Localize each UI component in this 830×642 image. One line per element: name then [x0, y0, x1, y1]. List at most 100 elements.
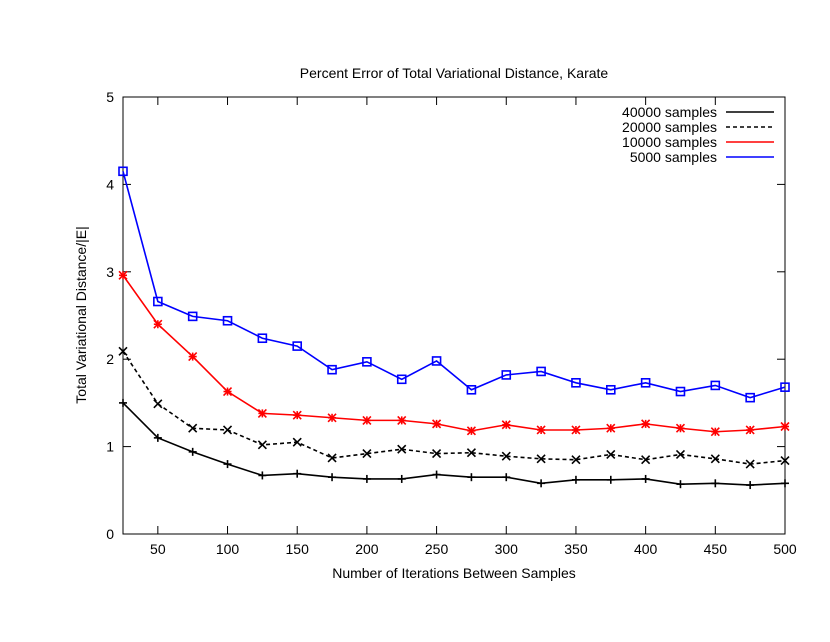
data-point	[710, 427, 720, 437]
axis-ticks: 0 1 2 3 4 5 50 100 150 200 250 300 350 400 450 500	[106, 89, 797, 557]
data-point	[119, 398, 127, 407]
data-point	[675, 423, 686, 433]
data-point	[257, 333, 268, 344]
data-point	[466, 426, 476, 436]
data-point	[571, 377, 581, 388]
data-point	[711, 479, 720, 488]
data-point	[640, 377, 651, 388]
data-point	[327, 413, 337, 423]
data-point	[362, 474, 371, 483]
data-point	[606, 449, 616, 460]
data-point	[223, 460, 232, 469]
data-point	[293, 469, 302, 478]
x-tick-label: 150	[286, 541, 310, 557]
data-point	[362, 415, 372, 425]
data-point	[432, 470, 441, 479]
data-point	[537, 479, 546, 488]
data-point	[467, 473, 476, 482]
x-tick-label: 400	[634, 541, 658, 557]
data-point	[501, 451, 511, 461]
data-point	[641, 455, 651, 465]
x-tick-label: 100	[216, 541, 240, 557]
data-point	[222, 386, 233, 397]
data-point	[153, 399, 163, 409]
legend-label: 20000 samples	[622, 119, 717, 135]
data-point	[292, 341, 303, 351]
data-point	[432, 449, 442, 459]
data-point	[466, 384, 477, 395]
data-point	[118, 166, 128, 177]
chart-title: Percent Error of Total Variational Dista…	[300, 65, 609, 81]
y-tick-label: 2	[106, 351, 114, 367]
data-point	[188, 352, 198, 362]
data-point	[571, 425, 581, 435]
data-point	[432, 419, 442, 429]
data-point	[605, 384, 616, 395]
data-point	[431, 356, 442, 366]
data-point	[710, 380, 721, 391]
data-point	[536, 454, 546, 464]
data-point	[222, 425, 233, 435]
data-point	[536, 425, 546, 435]
data-point	[327, 453, 337, 463]
legend-label: 10000 samples	[622, 134, 717, 150]
data-point	[710, 454, 720, 464]
data-point	[188, 447, 197, 456]
series-line-20000-samples	[122, 350, 786, 465]
data-point	[745, 459, 755, 469]
y-tick-label: 3	[106, 264, 114, 280]
y-axis-label: Total Variational Distance/|E|	[73, 226, 89, 403]
data-point	[675, 386, 686, 397]
data-point	[292, 437, 302, 447]
legend-label: 40000 samples	[622, 104, 717, 120]
data-point	[118, 346, 128, 356]
x-tick-label: 450	[704, 541, 728, 557]
data-point	[501, 370, 512, 380]
data-point	[118, 270, 128, 280]
x-axis-label: Number of Iterations Between Samples	[332, 565, 576, 581]
data-point	[397, 444, 407, 454]
x-tick-label: 350	[564, 541, 588, 557]
data-point	[153, 296, 163, 307]
data-point	[188, 423, 198, 433]
data-point	[781, 479, 789, 488]
data-point	[675, 449, 686, 460]
data-point	[466, 448, 476, 458]
x-tick-label: 300	[495, 541, 519, 557]
data-point	[745, 425, 755, 435]
data-point	[501, 420, 511, 430]
data-point	[745, 392, 755, 403]
plot-frame	[122, 96, 786, 535]
data-point	[641, 474, 650, 483]
x-tick-label: 200	[355, 541, 379, 557]
data-point	[676, 480, 685, 489]
series-line-5000-samples	[122, 171, 786, 399]
data-point	[606, 423, 616, 433]
data-point	[187, 311, 198, 322]
data-point	[780, 456, 790, 466]
x-tick-label: 50	[150, 541, 166, 557]
data-point	[153, 433, 162, 442]
data-point	[502, 473, 511, 482]
data-point	[362, 357, 372, 367]
data-point	[222, 315, 233, 326]
y-tick-label: 1	[106, 439, 114, 455]
y-tick-label: 0	[106, 526, 114, 542]
series-line-40000-samples	[122, 402, 786, 486]
data-point	[571, 455, 581, 465]
data-point	[780, 382, 790, 392]
y-tick-label: 4	[106, 176, 114, 192]
data-point	[362, 449, 372, 459]
data-point	[257, 408, 267, 418]
data-point	[257, 440, 267, 450]
data-point	[571, 475, 580, 484]
data-point	[292, 410, 302, 420]
x-tick-label: 500	[773, 541, 797, 557]
series-line-10000-samples	[122, 274, 786, 433]
legend-label: 5000 samples	[630, 149, 717, 165]
data-point	[746, 481, 755, 490]
data-point	[396, 374, 407, 385]
data-point	[397, 474, 406, 483]
